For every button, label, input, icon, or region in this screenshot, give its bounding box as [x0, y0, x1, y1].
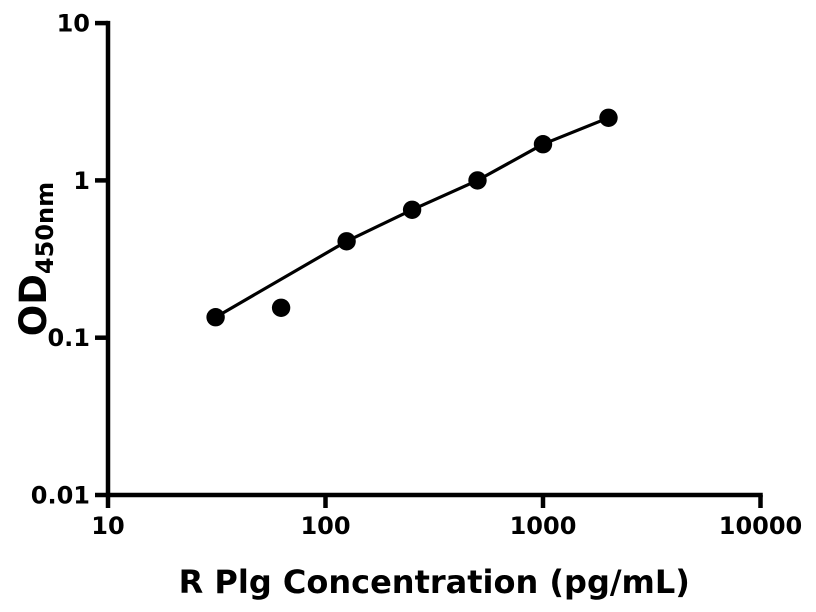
y-tick-label: 0.1	[47, 324, 90, 352]
x-tick-label: 1000	[510, 512, 577, 540]
y-axis-title-main: OD	[12, 274, 55, 336]
y-tick-label: 1	[73, 167, 90, 195]
y-axis-title-subscript: 450nm	[31, 182, 59, 274]
fit-curve-line	[214, 116, 610, 319]
data-point	[337, 232, 356, 251]
data-point	[206, 308, 225, 327]
data-point	[402, 200, 422, 219]
y-tick-label: 10	[57, 10, 90, 38]
y-axis-title: OD450nm	[12, 182, 59, 336]
x-axis-title: R Plg Concentration (pg/mL)	[179, 563, 690, 601]
y-tick-label: 0.01	[31, 482, 90, 510]
x-tick-label: 10000	[719, 512, 803, 540]
data-point	[533, 135, 553, 154]
data-point	[271, 298, 291, 317]
data-point	[468, 171, 487, 190]
data-point	[599, 108, 618, 128]
x-tick-label: 100	[300, 512, 350, 540]
x-tick-label: 10	[91, 512, 124, 540]
axis-frame	[105, 20, 763, 498]
